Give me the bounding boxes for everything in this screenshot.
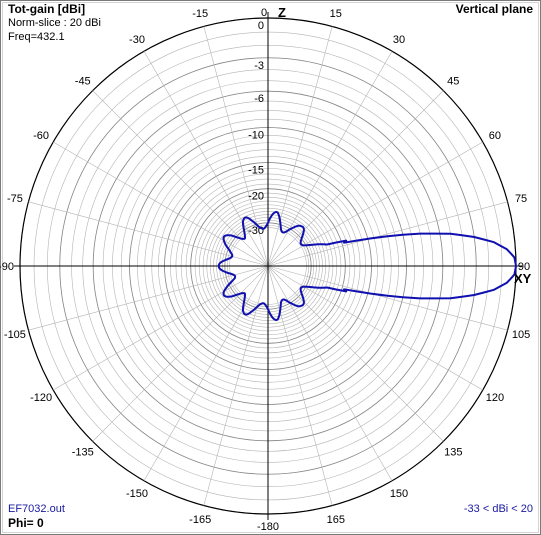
angle-tick-label: 45 xyxy=(447,76,459,88)
angle-tick-label: -90 xyxy=(0,261,14,273)
angle-tick-label: 105 xyxy=(512,329,530,341)
angle-tick-label: -60 xyxy=(33,130,49,142)
angle-tick-label: 120 xyxy=(486,392,504,404)
radial-tick-label: -10 xyxy=(248,130,264,142)
radial-tick-label: -15 xyxy=(248,165,264,177)
grid-spoke xyxy=(92,90,269,267)
grid-spoke xyxy=(267,265,444,442)
angle-tick-label: -165 xyxy=(189,514,211,526)
frequency-label: Freq=432.1 xyxy=(8,31,65,43)
angle-tick-label: 60 xyxy=(489,130,501,142)
angle-tick-label: 30 xyxy=(393,34,405,46)
angle-tick-label: -75 xyxy=(7,193,23,205)
grid-spoke xyxy=(267,141,483,267)
angle-tick-label: -45 xyxy=(75,76,91,88)
angle-tick-label: 0 xyxy=(261,7,267,19)
grid-spoke xyxy=(92,265,269,442)
grid-spoke xyxy=(267,265,393,481)
radiation-pattern-series xyxy=(217,210,517,322)
grid-spoke xyxy=(143,265,269,481)
plot-title: Tot-gain [dBi] xyxy=(8,2,86,16)
angle-tick-label: 90 xyxy=(518,261,530,273)
radial-tick-label: -3 xyxy=(254,60,264,72)
grid-spoke xyxy=(28,201,269,267)
radial-tick-label: -6 xyxy=(254,93,264,105)
angle-tick-label: -105 xyxy=(4,329,26,341)
radial-tick-label: 0 xyxy=(258,20,264,32)
angle-tick-label: -30 xyxy=(129,34,145,46)
angle-tick-label: -120 xyxy=(30,392,52,404)
grid-spoke xyxy=(267,51,393,267)
plane-label: Vertical plane xyxy=(455,2,533,16)
angle-tick-label: -180 xyxy=(257,521,279,533)
angle-tick-label: 135 xyxy=(444,446,462,458)
grid-spoke xyxy=(267,265,333,506)
grid-spoke xyxy=(203,265,269,506)
grid-spoke xyxy=(267,26,333,267)
grid-spoke xyxy=(267,265,508,331)
grid-spoke xyxy=(267,201,508,267)
angle-tick-label: -15 xyxy=(192,8,208,20)
dbi-range-label: -33 < dBi < 20 xyxy=(463,503,533,515)
angle-tick-label: -135 xyxy=(72,446,94,458)
angle-tick-label: -150 xyxy=(126,488,148,500)
angle-tick-label: 165 xyxy=(327,514,345,526)
grid-spoke xyxy=(143,51,269,267)
z-axis-label: Z xyxy=(278,5,286,20)
angle-tick-label: 15 xyxy=(330,8,342,20)
grid-spoke xyxy=(267,265,483,391)
norm-slice-label: Norm-slice : 20 dBi xyxy=(8,17,101,29)
radial-tick-label: -30 xyxy=(248,225,264,237)
radial-tick-label: -20 xyxy=(248,191,264,203)
angle-tick-label: 75 xyxy=(515,193,527,205)
xy-axis-label: XY xyxy=(514,271,532,286)
grid-spoke xyxy=(28,265,269,331)
grid-spoke xyxy=(267,90,444,267)
phi-label: Phi= 0 xyxy=(8,516,44,530)
grid-spoke xyxy=(53,265,269,391)
output-file-label: EF7032.out xyxy=(8,503,65,515)
angle-tick-label: 150 xyxy=(390,488,408,500)
grid-spoke xyxy=(53,141,269,267)
